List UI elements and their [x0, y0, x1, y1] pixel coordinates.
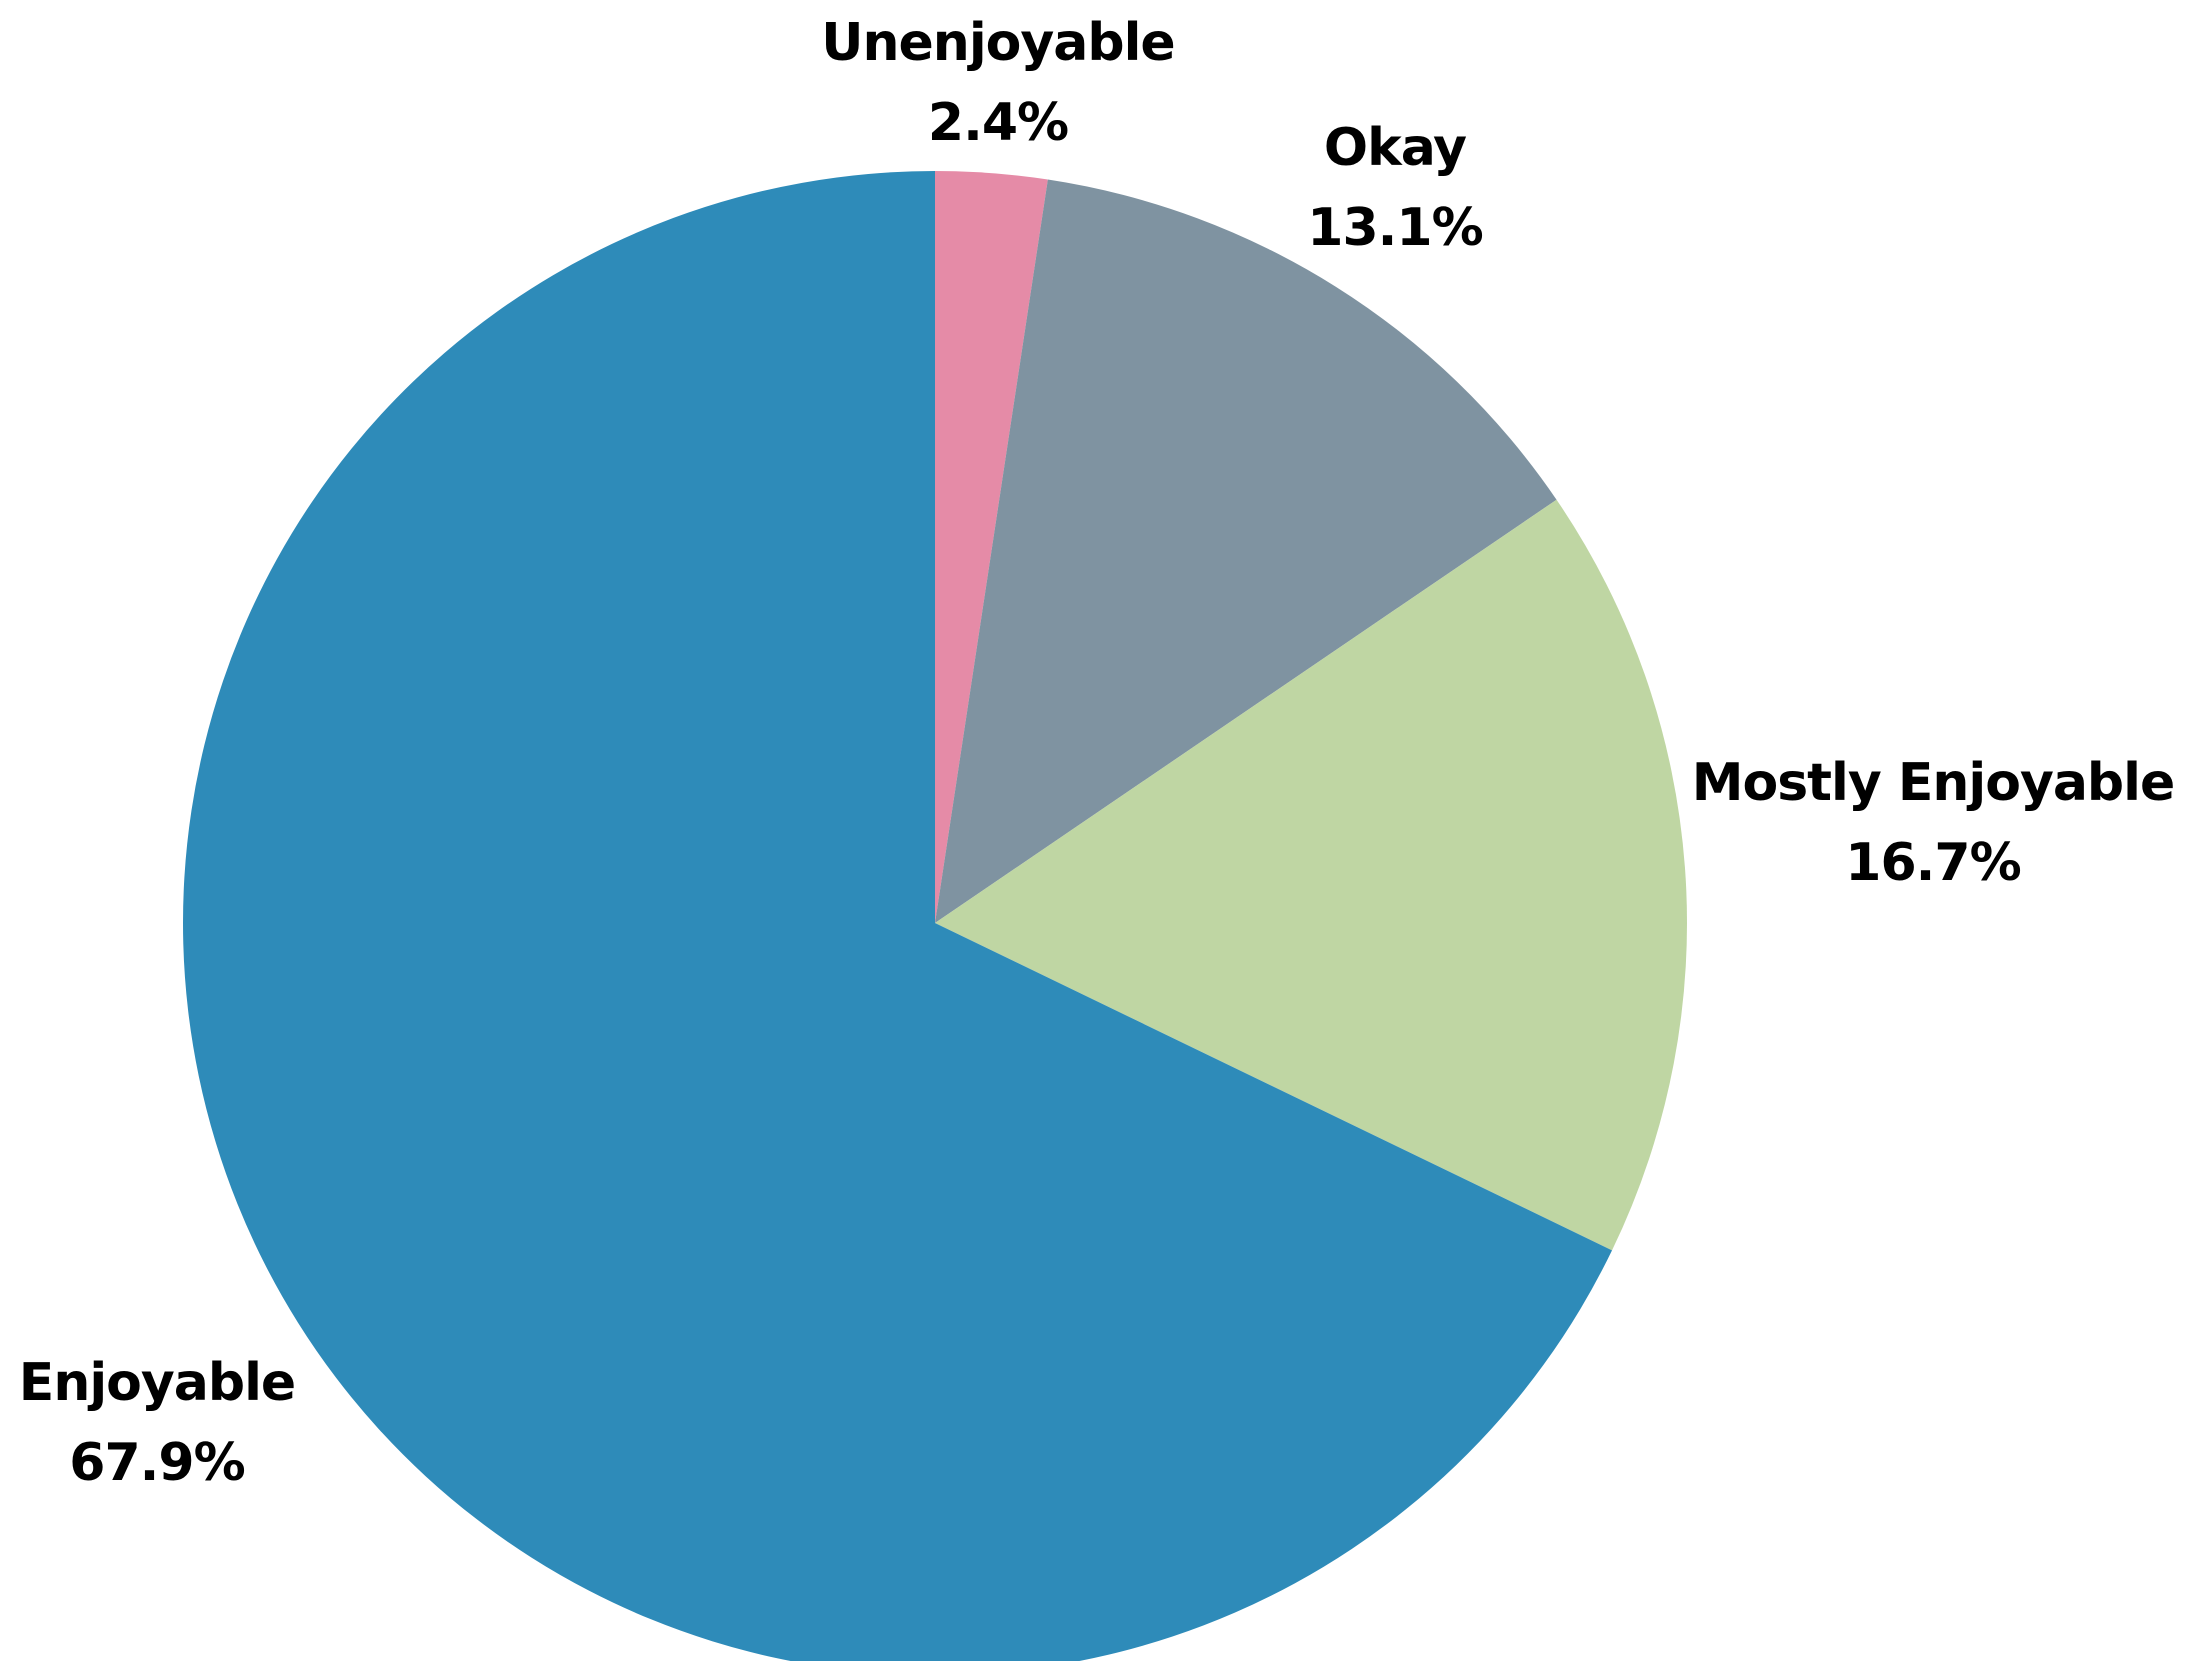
slice-value-okay: 13.1%	[1307, 198, 1482, 258]
slice-label-okay: Okay	[1324, 118, 1466, 178]
slice-value-mostly-enjoyable: 16.7%	[1845, 833, 2020, 893]
slice-value-unenjoyable: 2.4%	[928, 93, 1068, 153]
pie-slice-okay	[935, 179, 1557, 924]
slice-label-mostly-enjoyable: Mostly Enjoyable	[1692, 753, 2175, 813]
slice-label-unenjoyable: Unenjoyable	[821, 13, 1174, 73]
pie-slice-unenjoyable	[935, 171, 1048, 923]
pie-slice-enjoyable	[183, 171, 1613, 1661]
slice-label-enjoyable: Enjoyable	[19, 1353, 295, 1413]
pie-slice-mostly-enjoyable	[935, 499, 1687, 1251]
slice-value-enjoyable: 67.9%	[69, 1433, 244, 1493]
